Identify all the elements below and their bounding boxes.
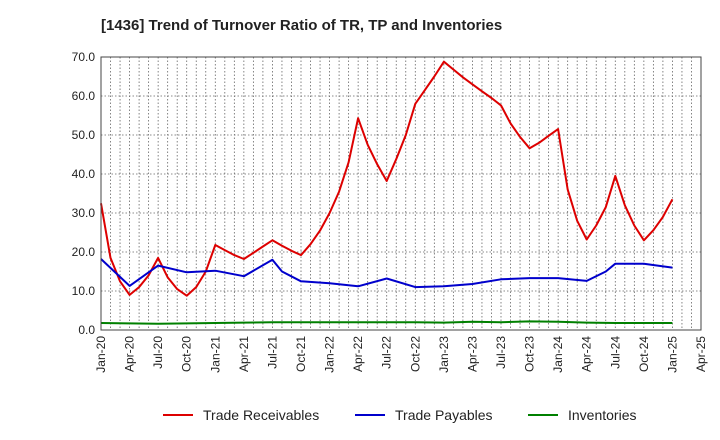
x-tick-label: Jan-20 [94,336,108,373]
x-tick-label: Jul-24 [608,336,622,369]
x-tick-label: Apr-24 [580,336,594,372]
legend-label-trade-receivables: Trade Receivables [203,407,319,423]
y-tick-label: 30.0 [72,206,96,220]
x-tick-label: Oct-22 [408,336,422,372]
y-tick-label: 40.0 [72,167,96,181]
grid-lines [101,57,701,330]
y-tick-label: 70.0 [72,50,96,64]
x-tick-label: Jan-24 [551,336,565,373]
y-tick-label: 60.0 [72,89,96,103]
x-tick-label: Apr-20 [123,336,137,372]
x-tick-label: Oct-24 [637,336,651,372]
x-tick-label: Apr-23 [465,336,479,372]
y-tick-label: 10.0 [72,284,96,298]
series-lines [100,60,674,325]
y-tick-label: 50.0 [72,128,96,142]
x-axis-tick-labels: Jan-20 Apr-20 Jul-20 Oct-20 Jan-21 Apr-21 Jul-… [94,336,708,373]
x-tick-label: Jul-22 [380,336,394,369]
x-tick-label: Jan-25 [665,336,679,373]
legend: Trade Receivables Trade Payables Inventori… [163,407,636,423]
x-tick-label: Oct-23 [523,336,537,372]
plot-frame [100,56,702,331]
legend-label-trade-payables: Trade Payables [395,407,493,423]
series-line-inventories [100,320,673,325]
x-tick-label: Jul-23 [494,336,508,369]
chart-title: [1436] Trend of Turnover Ratio of TR, TP… [101,17,502,34]
y-tick-label: 0.0 [78,323,95,337]
series-line-trade-receivables [100,60,674,297]
x-tick-label: Jan-23 [437,336,451,373]
y-tick-label: 20.0 [72,245,96,259]
x-tick-label: Oct-20 [180,336,194,372]
legend-label-inventories: Inventories [568,407,636,423]
x-tick-label: Apr-21 [237,336,251,372]
x-tick-label: Jan-21 [208,336,222,373]
x-tick-label: Oct-21 [294,336,308,372]
series-line-trade-payables [100,258,673,289]
x-tick-label: Apr-22 [351,336,365,372]
x-tick-label: Jul-21 [265,336,279,369]
x-tick-label: Jul-20 [151,336,165,369]
y-axis-tick-labels: 0.0 10.0 20.0 30.0 40.0 50.0 60.0 70.0 [72,50,96,337]
x-tick-label: Jan-22 [323,336,337,373]
x-tick-label: Apr-25 [694,336,708,372]
